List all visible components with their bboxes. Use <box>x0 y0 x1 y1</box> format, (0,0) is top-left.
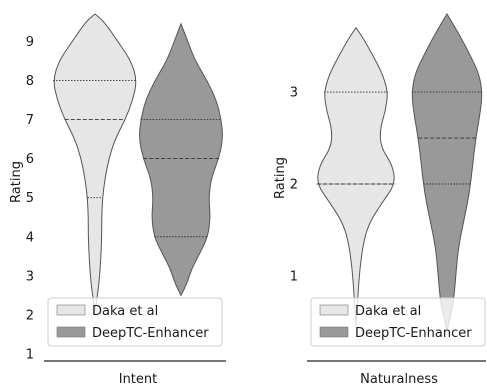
naturalness-y-axis-label: Rating <box>273 157 288 199</box>
naturalness-violin-daka <box>317 26 395 327</box>
intent-x-axis-label: Intent <box>119 372 158 387</box>
naturalness-y-ticks: 1 2 3 <box>290 86 298 285</box>
intent-panel: 1 2 3 4 5 6 7 8 9 Intent Rating Daka et al DeepT… <box>9 13 226 387</box>
naturalness-legend-swatch-daka <box>319 304 349 316</box>
intent-y-axis-label: Rating <box>9 161 24 203</box>
intent-y-tick-label: 2 <box>26 308 34 323</box>
intent-y-tick-label: 8 <box>26 74 34 89</box>
naturalness-violins <box>316 13 483 332</box>
naturalness-panel: 1 2 3 Naturalness Rating Daka et al DeepTC… <box>273 13 486 387</box>
naturalness-legend-label-daka: Daka et al <box>355 304 421 319</box>
naturalness-legend: Daka et al DeepTC-Enhancer <box>310 297 486 347</box>
intent-y-tick-label: 7 <box>26 113 34 128</box>
intent-legend-label-deeptc: DeepTC-Enhancer <box>92 326 209 341</box>
naturalness-x-axis-label: Naturalness <box>360 372 438 387</box>
intent-y-tick-label: 1 <box>26 348 34 363</box>
intent-y-tick-label: 9 <box>26 35 34 50</box>
intent-legend-frame <box>47 297 223 347</box>
intent-legend-swatch-daka <box>56 304 86 316</box>
intent-legend-swatch-deeptc <box>56 326 86 338</box>
naturalness-y-tick-label: 3 <box>290 86 298 101</box>
naturalness-legend-swatch-deeptc <box>319 326 349 338</box>
naturalness-y-tick-label: 2 <box>290 178 298 193</box>
naturalness-legend-label-deeptc: DeepTC-Enhancer <box>355 326 472 341</box>
intent-violins <box>53 13 223 312</box>
intent-violin-daka <box>53 13 137 312</box>
intent-y-tick-label: 3 <box>26 269 34 284</box>
naturalness-legend-frame <box>310 297 486 347</box>
intent-y-tick-label: 5 <box>26 191 34 206</box>
intent-violin-deeptc <box>139 22 223 297</box>
intent-y-tick-label: 6 <box>26 152 34 167</box>
intent-legend-label-daka: Daka et al <box>92 304 158 319</box>
intent-y-tick-label: 4 <box>26 230 34 245</box>
naturalness-y-tick-label: 1 <box>290 269 298 284</box>
intent-legend: Daka et al DeepTC-Enhancer <box>47 297 223 347</box>
intent-y-ticks: 1 2 3 4 5 6 7 8 9 <box>26 35 34 363</box>
naturalness-violin-deeptc <box>411 13 483 332</box>
